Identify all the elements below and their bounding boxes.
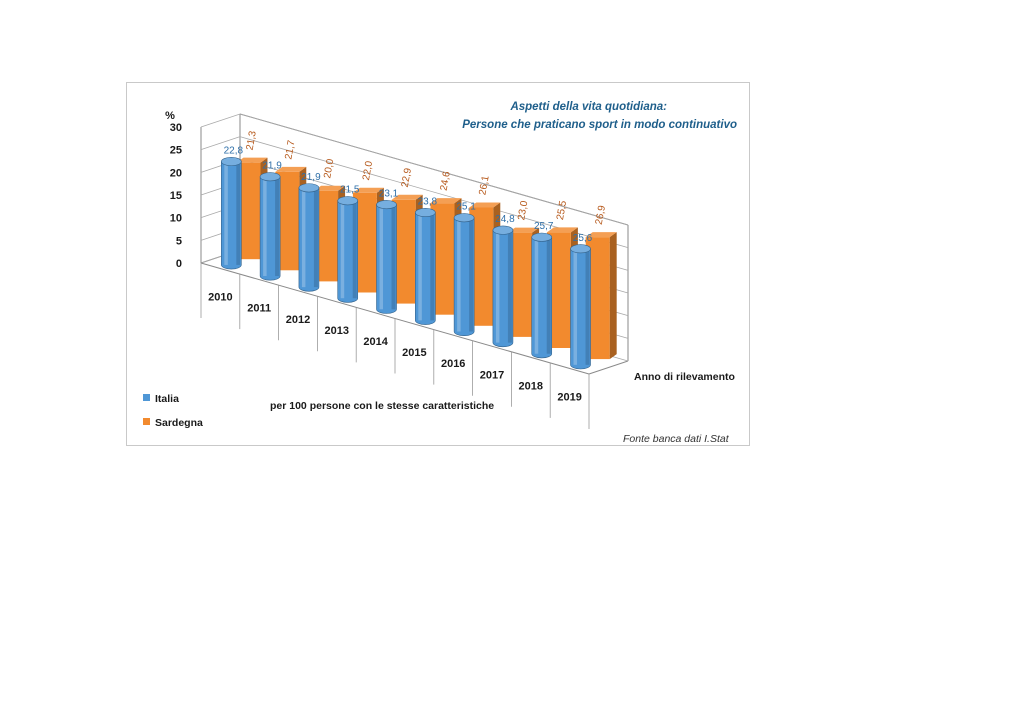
data-label-sardegna: 24,6 <box>439 170 453 192</box>
chart-title-line1: Aspetti della vita quotidiana: <box>509 101 667 113</box>
legend-label-italia: Italia <box>155 393 179 405</box>
legend: Italia Sardegna <box>143 393 203 429</box>
data-label-italia: 24,8 <box>495 214 515 225</box>
bar-italia-2016 <box>453 213 475 337</box>
x-tick-label: 2019 <box>557 391 581 403</box>
data-label-sardegna: 25,5 <box>555 199 569 221</box>
x-tick-label: 2013 <box>325 325 349 337</box>
gridline-30 <box>200 113 629 226</box>
x-tick-label: 2015 <box>402 347 426 359</box>
source-note: Fonte banca dati I.Stat <box>623 433 730 445</box>
data-label-italia: 21,9 <box>301 172 321 183</box>
chart-title-line2: Persone che praticano sport in modo cont… <box>462 119 737 131</box>
x-tick-label: 2012 <box>286 314 310 326</box>
bar-italia-2010 <box>221 157 242 270</box>
y-tick-label: 15 <box>170 190 182 202</box>
data-label-sardegna: 23,0 <box>516 200 530 222</box>
data-label-sardegna: 21,3 <box>245 130 259 152</box>
bar-italia-2018 <box>531 232 553 359</box>
chart-note: per 100 persone con le stesse caratteris… <box>270 400 494 412</box>
data-label-sardegna: 26,1 <box>477 174 491 196</box>
data-label-italia: 25,7 <box>534 221 554 232</box>
legend-item-sardegna[interactable]: Sardegna <box>143 417 203 429</box>
data-label-italia: 21,5 <box>340 185 360 196</box>
data-label-sardegna: 26,9 <box>594 204 608 226</box>
x-tick-label: 2011 <box>247 303 271 315</box>
chart-frame: 0 5 10 15 20 25 30 2010 2011 2012 2013 2014 2015 201… <box>126 82 750 446</box>
data-label-italia: 22,8 <box>224 146 244 157</box>
bar-italia-2012 <box>298 183 320 292</box>
x-tick-label: 2016 <box>441 358 465 370</box>
data-label-sardegna: 22,9 <box>400 167 414 189</box>
x-axis-title: Anno di rilevamento <box>634 371 735 383</box>
y-tick-label: 30 <box>170 122 182 134</box>
data-label-italia: 25,1 <box>456 202 476 213</box>
legend-label-sardegna: Sardegna <box>155 417 203 429</box>
bar-italia-2015 <box>415 208 436 325</box>
x-tick-label: 2017 <box>480 369 504 381</box>
y-tick-label: 0 <box>176 258 182 270</box>
y-tick-label: 10 <box>170 213 182 225</box>
data-label-italia: 21,9 <box>262 161 282 172</box>
y-axis: 0 5 10 15 20 25 30 <box>170 122 182 270</box>
data-label-italia: 23,1 <box>379 189 399 200</box>
y-axis-unit: % <box>165 110 175 122</box>
data-label-italia: 25,6 <box>573 233 593 244</box>
data-label-sardegna: 22,0 <box>361 160 375 182</box>
x-tick-label: 2010 <box>208 292 232 304</box>
x-tick-label: 2018 <box>519 380 543 392</box>
legend-swatch-italia <box>143 394 150 401</box>
bars-layer <box>221 157 617 370</box>
bar-italia-2011 <box>259 172 281 281</box>
y-tick-label: 25 <box>170 145 182 157</box>
x-tick-label: 2014 <box>363 336 388 348</box>
y-tick-label: 5 <box>176 235 182 247</box>
bar-italia-2019 <box>570 244 591 370</box>
data-label-sardegna: 20,0 <box>322 158 336 180</box>
bar-italia-2014 <box>376 200 397 314</box>
bar-italia-2017 <box>492 225 514 348</box>
x-axis: 2010 2011 2012 2013 2014 2015 2016 2017 2018 2019 <box>200 262 590 429</box>
legend-swatch-sardegna <box>143 418 150 425</box>
data-labels-layer: 21,3 21,7 20,0 22,0 22,9 24,6 26,1 23,0 25,5 26,9… <box>224 130 609 244</box>
data-label-italia: 23,8 <box>418 197 438 208</box>
data-label-sardegna: 21,7 <box>283 139 297 161</box>
bar-italia-2013 <box>337 196 359 303</box>
y-tick-label: 20 <box>170 167 182 179</box>
legend-item-italia[interactable]: Italia <box>143 393 179 405</box>
